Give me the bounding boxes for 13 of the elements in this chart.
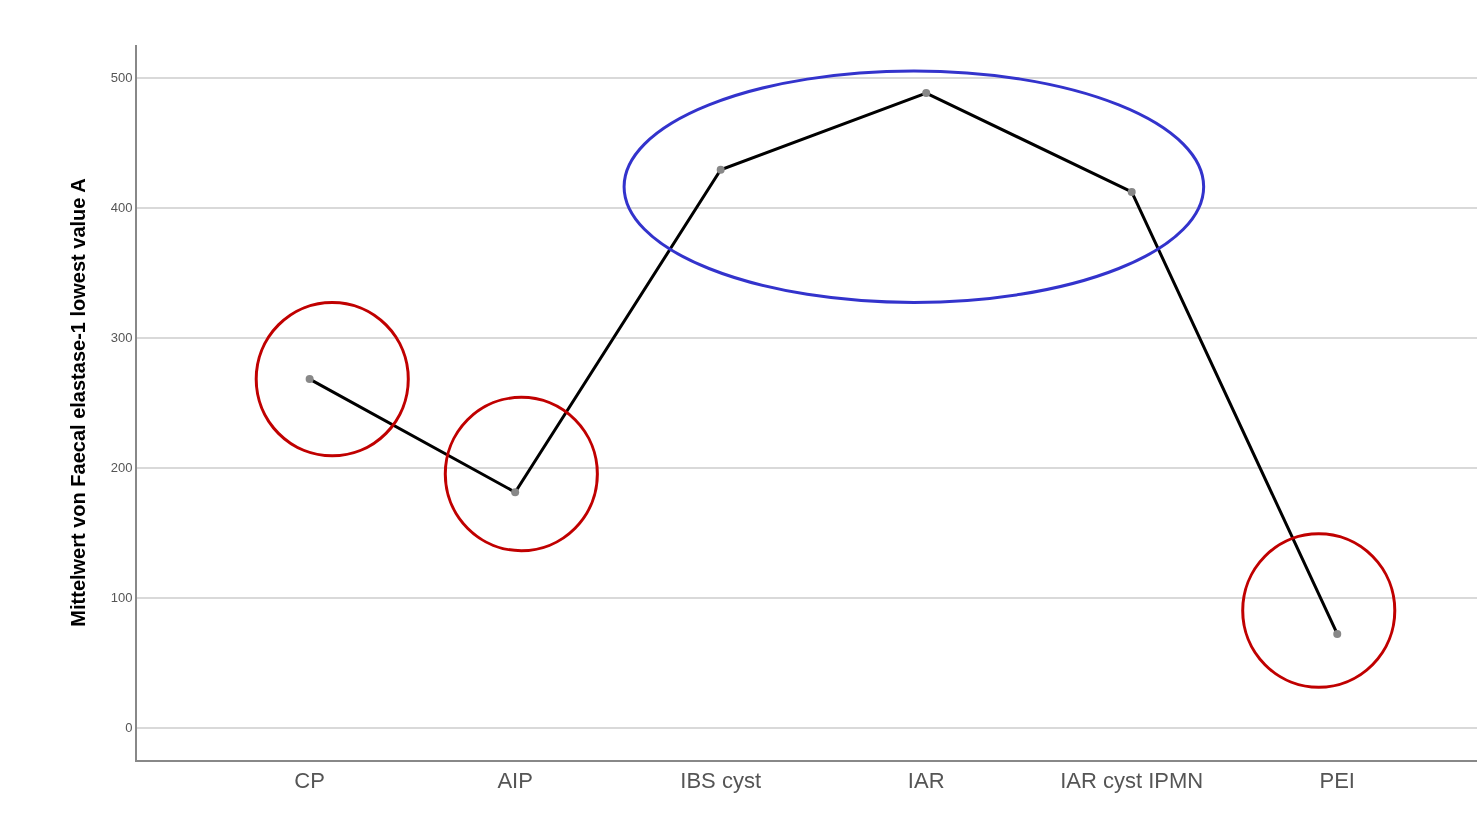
x-tick-label: IAR cyst IPMN — [1060, 768, 1204, 794]
x-tick-label: IBS cyst — [680, 768, 762, 794]
y-tick-label: 400 — [110, 200, 133, 216]
x-tick-label: IAR — [907, 768, 945, 794]
x-tick-label: PEI — [1319, 768, 1355, 794]
y-axis-title: Mittelwert von Faecal elastase-1 lowest value A — [66, 178, 89, 627]
y-tick-label: 0 — [125, 720, 133, 736]
y-tick-label: 200 — [110, 460, 133, 476]
x-tick-label: CP — [294, 768, 325, 794]
y-tick-label: 500 — [110, 70, 133, 86]
y-tick-label: 300 — [110, 330, 133, 346]
x-tick-label: AIP — [497, 768, 533, 794]
y-tick-label: 100 — [110, 590, 133, 606]
